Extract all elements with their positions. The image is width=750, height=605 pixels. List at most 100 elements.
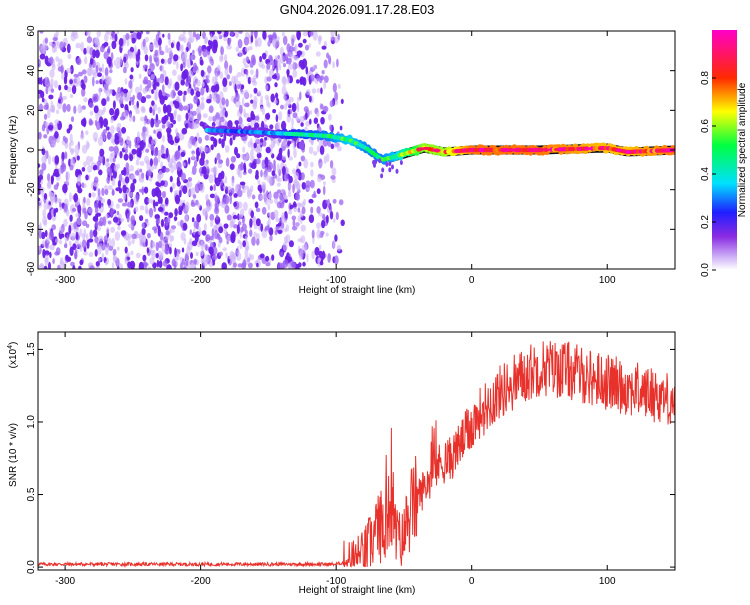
noise-blob: [83, 228, 87, 239]
signal-peak: [557, 147, 565, 151]
noise-blob: [52, 37, 58, 42]
noise-blob: [254, 115, 260, 121]
noise-blob: [139, 161, 145, 166]
noise-blob: [151, 188, 157, 198]
noise-blob: [338, 199, 344, 206]
noise-blob: [234, 31, 239, 39]
noise-blob: [78, 173, 82, 179]
noise-blob: [116, 163, 120, 169]
noise-blob: [225, 252, 228, 259]
noise-blob: [69, 192, 72, 203]
noise-blob: [72, 265, 76, 269]
noise-blob: [99, 45, 105, 53]
noise-blob: [111, 40, 117, 50]
noise-blob: [119, 116, 126, 121]
noise-blob: [317, 176, 322, 183]
noise-blob: [219, 55, 224, 63]
noise-blob: [126, 135, 131, 145]
noise-blob: [284, 103, 288, 110]
noise-blob: [76, 217, 82, 226]
noise-blob: [300, 155, 306, 162]
noise-blob: [174, 194, 181, 205]
noise-blob: [111, 89, 116, 97]
noise-blob: [81, 105, 86, 110]
noise-blob: [173, 161, 177, 171]
noise-blob: [210, 144, 214, 151]
noise-blob: [233, 193, 238, 198]
noise-blob: [269, 234, 273, 242]
noise-blob: [204, 134, 210, 141]
noise-blob: [104, 32, 109, 42]
noise-blob: [68, 124, 73, 131]
noise-blob: [177, 114, 182, 122]
noise-blob: [265, 255, 270, 262]
noise-blob: [303, 158, 309, 169]
noise-blob: [81, 167, 86, 172]
noise-blob: [319, 230, 325, 235]
noise-blob: [98, 87, 102, 97]
noise-blob: [110, 226, 115, 233]
noise-blob: [41, 97, 45, 103]
noise-blob: [260, 169, 263, 178]
noise-blob: [96, 38, 100, 47]
noise-blob: [316, 145, 320, 153]
noise-blob: [210, 33, 213, 42]
noise-blob: [98, 169, 103, 176]
noise-blob: [224, 31, 229, 37]
noise-blob: [244, 235, 248, 242]
noise-blob: [166, 104, 172, 114]
noise-blob: [224, 54, 228, 62]
colorbar-ticks: 0.0 0.2 0.4 0.6 0.8: [700, 71, 716, 277]
noise-blob: [54, 80, 58, 89]
noise-blob: [318, 140, 324, 147]
noise-blob: [230, 231, 236, 241]
noise-blob: [335, 211, 339, 221]
y-tick-label: 0.0: [26, 560, 37, 574]
noise-blob: [150, 249, 155, 256]
noise-blob: [247, 168, 253, 174]
noise-blob: [83, 196, 86, 204]
noise-blob: [234, 120, 239, 125]
noise-blob: [217, 242, 221, 248]
noise-blob: [301, 244, 307, 254]
noise-blob: [111, 237, 116, 248]
noise-blob: [59, 202, 62, 208]
x-tick-label: -300: [55, 275, 75, 286]
noise-blob: [81, 87, 86, 97]
noise-blob: [303, 198, 306, 206]
noise-blob: [143, 45, 148, 55]
colorbar-tick-label: 0.4: [700, 167, 711, 181]
snr-scale-suffix: ): [8, 342, 19, 345]
noise-blob: [117, 198, 123, 203]
noise-blob: [63, 75, 68, 85]
noise-blob: [336, 244, 342, 252]
noise-blob: [325, 153, 330, 163]
noise-blob: [131, 37, 136, 44]
noise-blob: [124, 78, 128, 85]
noise-blob: [47, 173, 51, 182]
noise-blob: [281, 139, 288, 147]
noise-blob: [195, 33, 201, 40]
noise-blob: [101, 187, 105, 197]
noise-blob: [185, 112, 189, 121]
noise-blob: [178, 132, 185, 141]
noise-blob: [140, 235, 146, 243]
noise-blob: [315, 51, 321, 57]
noise-blob: [96, 31, 102, 38]
noise-blob: [223, 194, 230, 205]
noise-blob: [182, 31, 186, 36]
noise-blob: [264, 197, 269, 205]
noise-blob: [181, 127, 188, 135]
noise-blob: [94, 249, 98, 257]
noise-blob: [284, 194, 288, 201]
noise-blob: [105, 243, 110, 248]
y-tick-label: 20: [26, 104, 37, 116]
noise-blob: [318, 212, 324, 217]
noise-blob: [261, 64, 266, 70]
noise-blob: [110, 125, 115, 134]
noise-blob: [287, 140, 291, 147]
noise-blob: [249, 229, 253, 237]
noise-blob: [311, 88, 317, 94]
noise-blob: [97, 109, 103, 117]
noise-blob: [66, 43, 71, 54]
